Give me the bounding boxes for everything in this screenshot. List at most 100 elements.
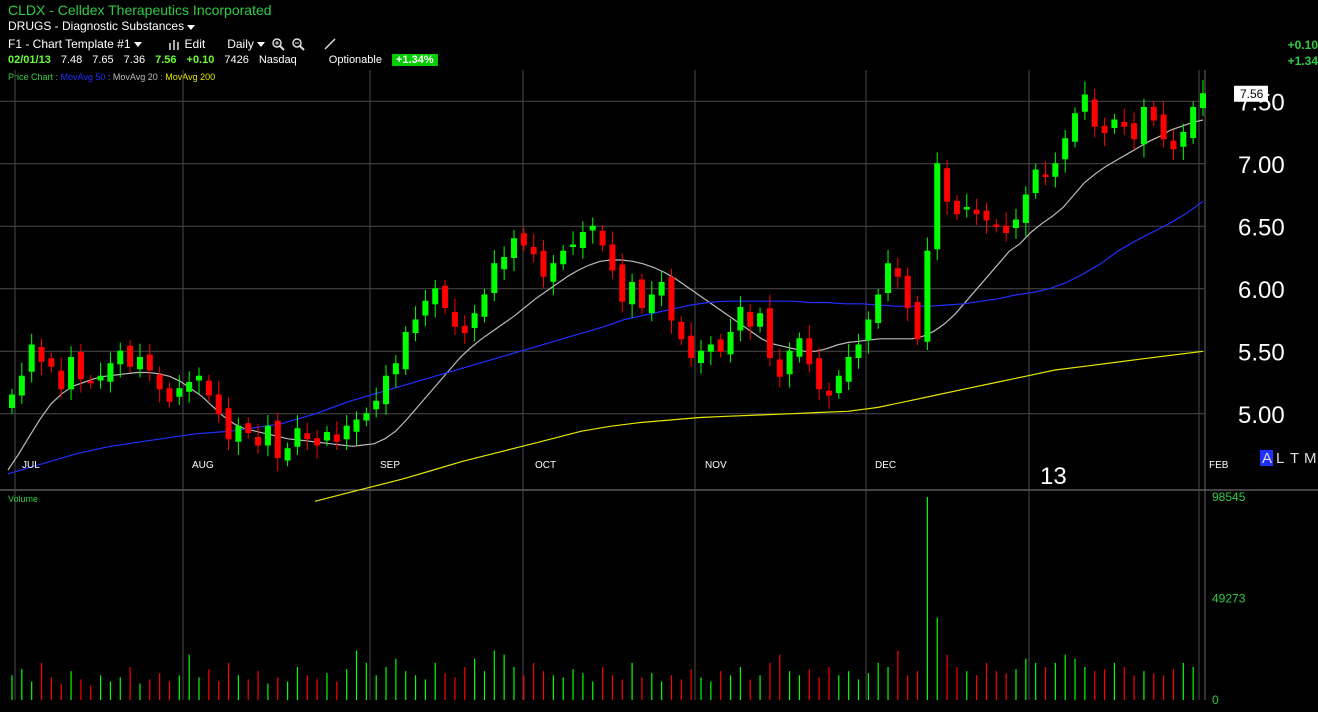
candle-body <box>392 363 399 375</box>
legend-sep: : <box>157 72 166 82</box>
candle-body <box>1190 107 1197 138</box>
candle-body <box>540 250 547 277</box>
candle-body <box>786 350 793 375</box>
candle-body <box>865 319 872 341</box>
candle-body <box>727 332 734 355</box>
period-dropdown[interactable]: Daily <box>227 37 265 51</box>
candle-body <box>156 374 163 390</box>
zoom-in-button[interactable] <box>271 37 285 51</box>
candle-body <box>855 344 862 358</box>
candle-body <box>18 375 25 396</box>
candle-body <box>48 358 55 367</box>
candle-body <box>579 232 586 248</box>
candle-body <box>678 322 685 340</box>
candle-body <box>953 200 960 215</box>
candle-body <box>314 438 321 446</box>
edit-label: Edit <box>184 37 206 51</box>
candle-body <box>274 420 281 458</box>
candle-body <box>835 375 842 393</box>
candle-body <box>1042 174 1049 177</box>
candle-body <box>117 350 124 365</box>
template-dropdown[interactable]: F1 - Chart Template #1 <box>8 37 142 51</box>
candle-body <box>717 339 724 352</box>
candle-body <box>1111 119 1118 128</box>
candle-body <box>885 263 892 293</box>
candle-body <box>944 168 951 202</box>
legend-ma20[interactable]: MovAvg 20 <box>112 72 158 82</box>
candle-body <box>284 448 291 461</box>
candle-body <box>550 263 557 282</box>
candle-body <box>1160 114 1167 140</box>
corner-label: L <box>1276 450 1284 467</box>
candle-body <box>363 413 370 421</box>
candle-body <box>560 250 567 265</box>
indicator-legend: Price Chart : MovAvg 50 : MovAvg 20 : Mo… <box>8 72 215 82</box>
pct-readout: +1.34 <box>1287 54 1318 68</box>
change-readout: +0.10 <box>1287 38 1318 52</box>
quote-date: 02/01/13 <box>8 54 51 66</box>
price-tick-label: 5.50 <box>1238 339 1285 366</box>
candle-body <box>520 233 527 246</box>
candle-body <box>196 375 203 381</box>
candle-body <box>402 332 409 370</box>
toolbar: F1 - Chart Template #1 Edit Daily <box>8 37 337 51</box>
candle-body <box>1072 113 1079 142</box>
candle-body <box>1052 163 1059 177</box>
candle-body <box>904 275 911 308</box>
price-axis: 7.507.006.506.005.505.007.56A L T M <box>1234 85 1317 467</box>
candle-body <box>77 352 84 380</box>
candle-body <box>264 425 271 446</box>
quote-volume: 7426 <box>224 54 249 66</box>
zoom-out-button[interactable] <box>291 37 305 51</box>
candle-body <box>1101 125 1108 133</box>
sector-selector[interactable]: DRUGS - Diagnostic Substances <box>8 19 196 33</box>
candle-body <box>343 425 350 440</box>
candle-body <box>294 428 301 447</box>
legend-price: Price Chart : <box>8 72 61 82</box>
candle-body <box>97 375 104 381</box>
legend-ma200[interactable]: MovAvg 200 <box>165 72 216 82</box>
legend-ma50[interactable]: MovAvg 50 <box>60 72 106 82</box>
candle-body <box>1170 140 1177 150</box>
edit-button[interactable]: Edit <box>168 37 206 51</box>
candle-body <box>333 434 340 442</box>
candle-body <box>1062 138 1069 160</box>
candle-body <box>776 359 783 377</box>
candle-body <box>146 354 153 371</box>
bar-chart-icon <box>168 40 179 50</box>
candle-body <box>796 338 803 357</box>
candle-body <box>963 207 970 210</box>
candle-body <box>599 230 606 246</box>
candle-body <box>757 313 764 327</box>
candle-body <box>255 437 262 446</box>
candle-body <box>1081 94 1088 112</box>
volume-label: Volume <box>8 494 38 504</box>
candle-body <box>934 163 941 250</box>
chevron-down-icon <box>187 25 196 30</box>
ma20-line <box>7 119 1204 471</box>
candle-body <box>766 308 773 358</box>
month-axis: JUL AUG SEP OCT NOV DEC FEB 13 <box>22 460 1229 490</box>
candle-body <box>914 302 921 340</box>
year-label: 13 <box>1040 463 1067 490</box>
candle-body <box>442 285 449 308</box>
candle-body <box>648 294 655 313</box>
candle-body <box>127 345 134 367</box>
month-label: FEB <box>1209 460 1229 471</box>
legend-sep: : <box>105 72 113 82</box>
candle-body <box>1012 219 1019 228</box>
quote-last: 7.56 <box>155 54 177 66</box>
candle-body <box>825 390 832 396</box>
period-label: Daily <box>227 37 254 51</box>
draw-tool-button[interactable] <box>323 37 337 51</box>
candlestick-series <box>9 80 1206 472</box>
quote-change: +0.10 <box>186 54 215 66</box>
candle-body <box>491 263 498 293</box>
candle-body <box>68 357 75 390</box>
candle-body <box>353 419 360 432</box>
price-tick-label: 5.00 <box>1238 402 1285 429</box>
candle-body <box>1131 123 1138 140</box>
month-label: SEP <box>380 460 400 471</box>
candle-body <box>629 282 636 305</box>
